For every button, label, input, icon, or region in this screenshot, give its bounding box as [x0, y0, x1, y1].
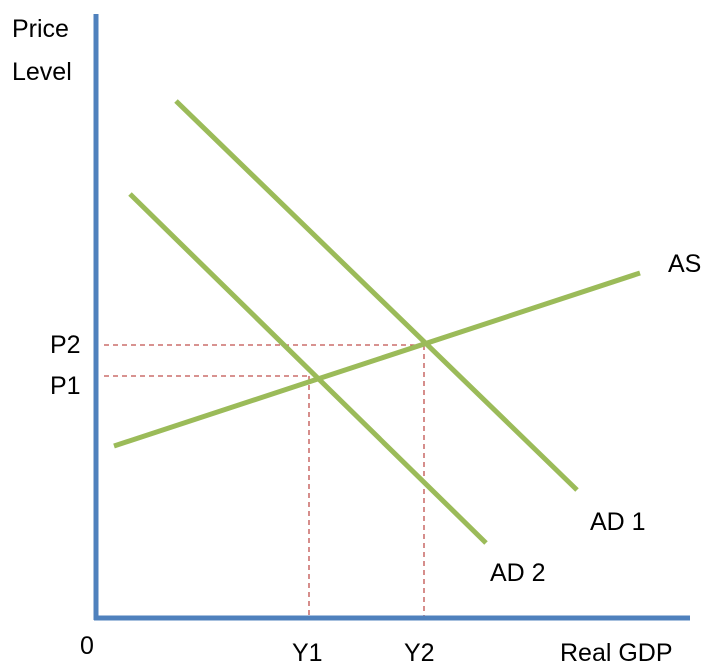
p1-label: P1 [50, 372, 81, 400]
ad1-label: AD 1 [590, 508, 646, 536]
p2-label: P2 [50, 331, 81, 359]
origin-label: 0 [80, 632, 94, 660]
curves [114, 101, 640, 543]
as-label: AS [668, 250, 701, 278]
x-axis-label: Real GDP [560, 639, 673, 666]
y1-label: Y1 [292, 639, 323, 666]
y-axis-label-line1: Price [12, 15, 69, 43]
guide-lines [104, 345, 424, 617]
ad2-label: AD 2 [490, 559, 546, 587]
y2-label: Y2 [404, 639, 435, 666]
y-axis-label-line2: Level [12, 58, 72, 86]
ad2-curve [130, 194, 486, 543]
